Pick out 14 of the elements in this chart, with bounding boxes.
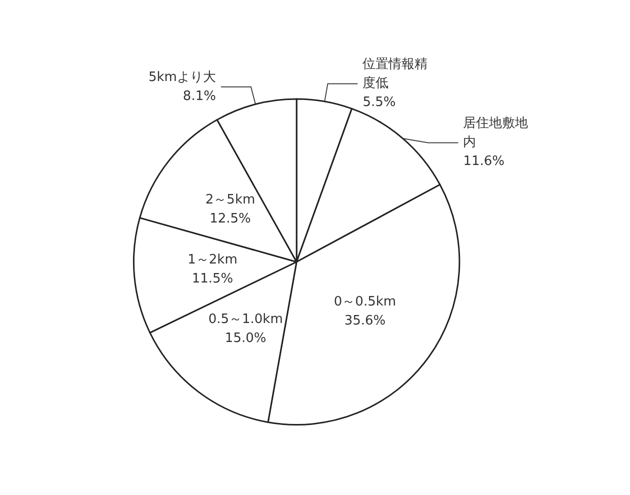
slice-label: 1～2km — [188, 252, 238, 268]
slice-label: 2～5km — [205, 192, 256, 208]
slice-label: 5kmより大 — [148, 70, 216, 85]
data-label: 35.6% — [344, 313, 386, 328]
slice-label: 0～0.5km — [334, 294, 396, 310]
data-label: 8.1% — [182, 88, 216, 104]
slice-label: 居住地敷地内 — [463, 116, 528, 150]
slice-label: 0.5～1.0km — [208, 312, 283, 328]
data-label: 12.5% — [210, 212, 251, 227]
data-label: 15.0% — [224, 331, 266, 346]
data-label: 5.5% — [362, 95, 396, 110]
slice-label: 位置情報精度低 — [362, 57, 428, 92]
data-label: 11.5% — [192, 271, 234, 286]
data-label: 11.6% — [463, 154, 505, 170]
